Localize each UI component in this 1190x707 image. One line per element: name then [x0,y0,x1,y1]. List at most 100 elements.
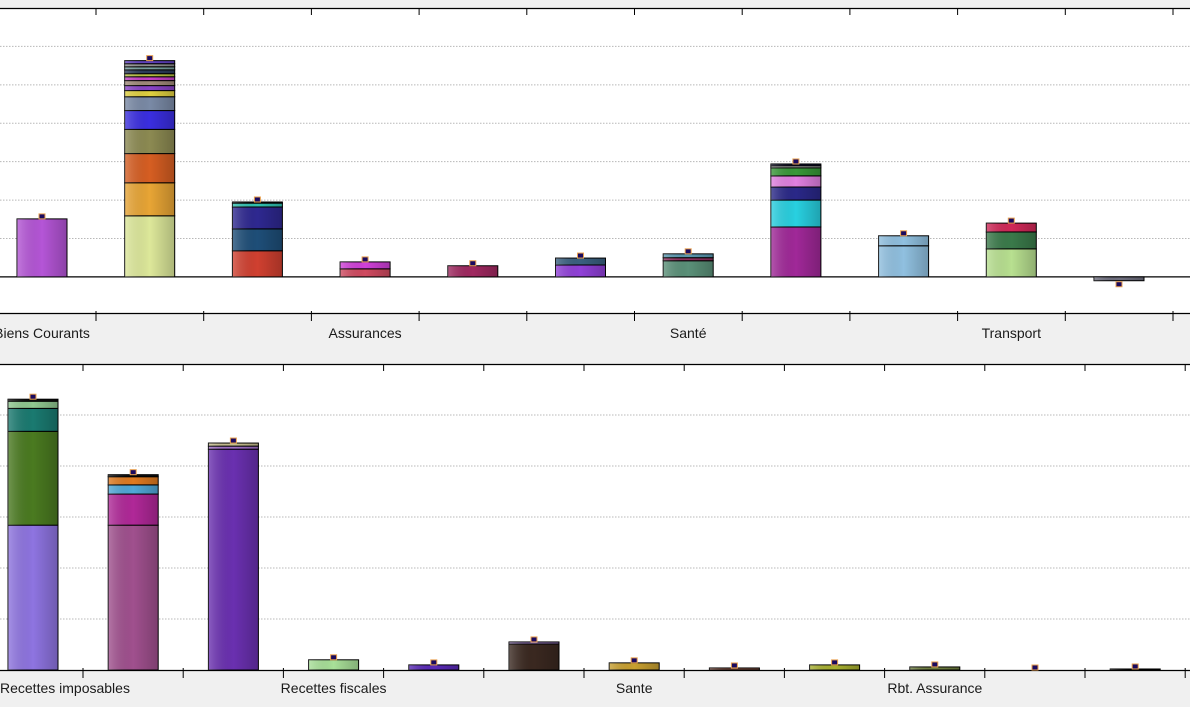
total-marker [792,158,800,165]
total-marker [430,659,438,666]
bar-segment-shade [555,258,606,265]
bar-segment-shade [124,69,175,74]
bar-segment-shade [8,525,58,670]
x-group-label: Recettes imposables [0,680,130,696]
x-group-label: Recettes fiscales [281,680,387,696]
bar-segment-shade [124,85,175,91]
bar-segment-shade [909,666,960,670]
bar-7 [662,248,714,278]
bar-segment-shade [8,431,58,526]
bar-segment-shade [340,261,391,269]
bar-segment-shade [124,73,175,77]
bar-segment-shade [8,408,58,432]
total-marker [1007,217,1015,224]
total-marker [577,252,584,259]
bar-segment-shade [232,228,283,251]
total-marker [330,654,338,661]
bar-segment-shade [124,110,175,130]
bar-11 [1093,276,1145,288]
bar-8 [770,158,822,278]
bar-segment-shade [609,662,660,670]
bar-2 [124,55,176,278]
bar-6 [555,252,606,278]
bar-5 [447,260,499,278]
bar-segment-shade [986,248,1037,277]
total-marker [1131,663,1139,670]
bar-segment-shade [770,175,821,188]
bar-12 [1109,663,1161,671]
bar-5 [408,659,460,671]
total-marker [931,661,939,668]
bar-segment-shade [770,187,821,201]
bar-segment-shade [208,443,259,447]
bar-segment-shade [108,494,159,526]
bar-segment-shade [108,484,159,495]
bar-segment-shade [770,200,821,227]
x-group-label: Sante [616,680,653,696]
bar-segment-shade [124,76,175,81]
bar-segment-shade [124,129,175,154]
total-marker [38,213,46,220]
bar-segment-shade [8,401,58,409]
bar-segment-shade [232,206,283,229]
x-group-label: Transport [982,325,1042,341]
bar-segment-shade [124,60,175,64]
bar-segment-shade [878,245,929,277]
bar-segment-shade [232,250,283,277]
bar-segment-shade [447,265,498,277]
bar-9 [809,659,861,671]
bar-10 [985,217,1037,278]
bar-1 [16,213,68,278]
bar-4 [308,654,360,671]
bar-segment-shade [124,153,175,183]
bar-segment-shade [770,165,821,168]
total-marker [253,196,261,203]
bar-segment-shade [770,226,821,277]
x-group-label: Biens Courants [0,325,90,341]
bar-segment-shade [17,218,67,277]
bar-segment-shade [986,223,1037,232]
bar-segment-shade [663,257,714,261]
bar-4 [339,256,391,278]
bar-10 [909,661,961,671]
bar-segment-shade [124,63,175,67]
total-marker [469,260,477,267]
total-marker [1115,281,1123,288]
bar-segment-shade [770,167,821,176]
bar-segment-shade [208,446,259,450]
bar-segment-shade [1094,276,1144,281]
bar-segment-shade [555,264,606,277]
total-marker [361,256,369,263]
bar-segment-shade [8,399,58,402]
bar-segment-shade [986,231,1037,249]
bar-segment-shade [308,659,359,670]
bar-6 [508,636,560,671]
bar-segment-shade [1110,668,1161,670]
total-marker [730,662,738,669]
bar-9 [878,230,930,278]
bar-3 [231,196,283,278]
bar-segment-shade [124,182,175,216]
total-marker [684,248,692,255]
bar-segment-shade [124,80,175,86]
bar-segment-shade [878,235,929,246]
bar-segment-shade [108,474,159,477]
bar-segment-shade [208,449,259,670]
bar-segment-shade [124,96,175,111]
total-marker [900,230,908,237]
bar-segment-shade [663,260,714,277]
bar-segment-shade [509,641,559,644]
bar-segment-shade [340,268,391,277]
bar-8 [708,662,760,671]
bar-segment-shade [408,664,459,670]
bar-segment-shade [232,203,283,207]
bar-segment-shade [509,643,559,670]
total-marker [129,469,137,476]
total-marker [146,55,154,62]
total-marker [630,657,638,664]
x-group-label: Assurances [329,325,402,341]
bar-2 [107,469,159,671]
x-group-label: Rbt. Assurance [887,680,982,696]
bar-segment-shade [124,90,175,97]
